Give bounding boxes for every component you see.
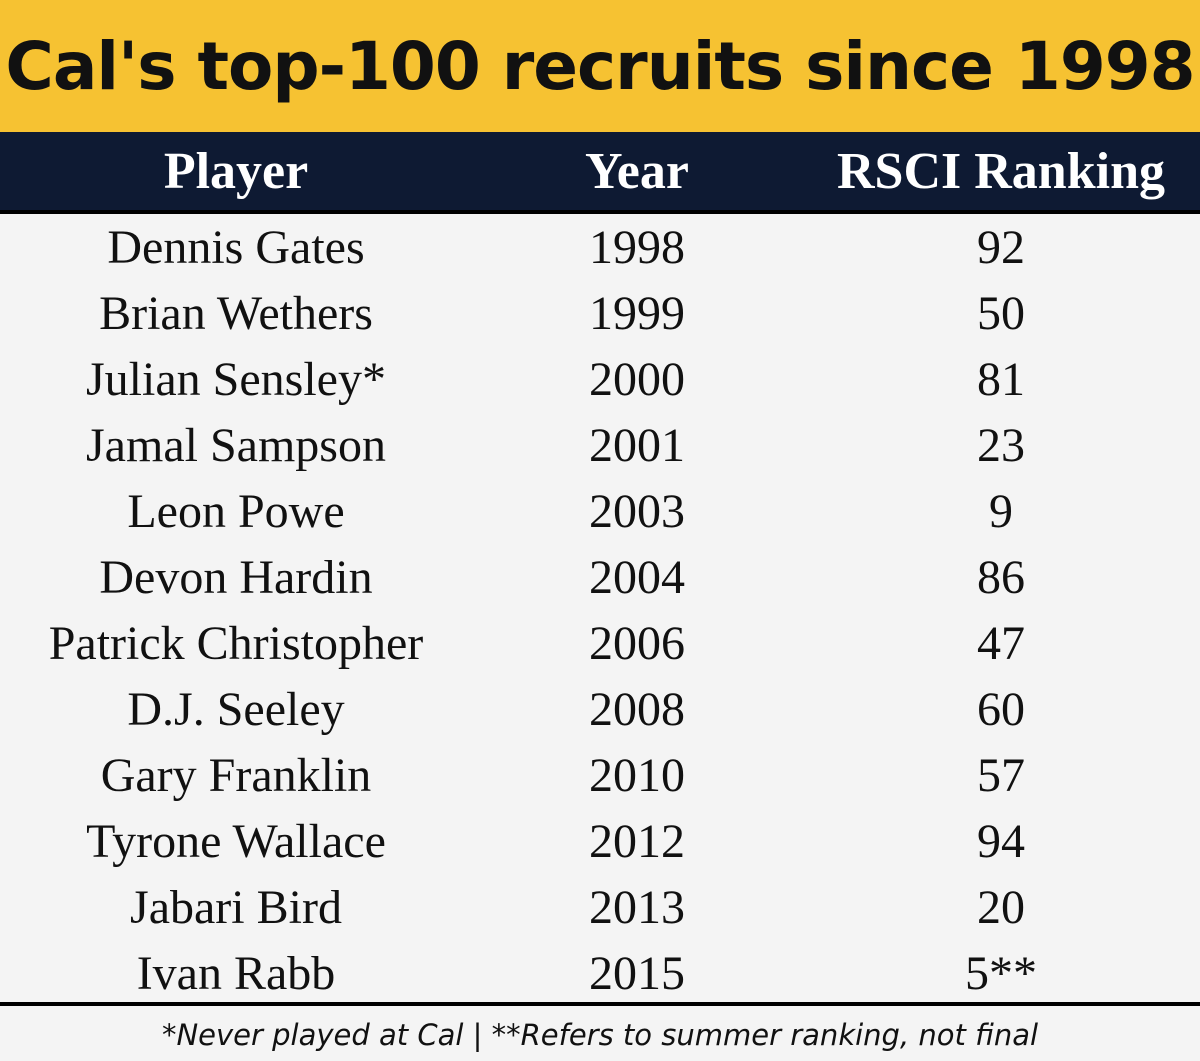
cell-year: 2004 (589, 550, 685, 604)
cell-rsci-ranking: 81 (977, 352, 1025, 406)
cell-player: D.J. Seeley (127, 682, 345, 736)
cell-year: 1998 (589, 220, 685, 274)
column-header-year: Year (585, 142, 689, 200)
cell-player: Patrick Christopher (48, 616, 424, 670)
cell-year: 2000 (589, 352, 685, 406)
cell-rsci-ranking: 23 (977, 418, 1025, 472)
cell-player: Ivan Rabb (136, 946, 336, 1000)
table-row: D.J. Seeley 2008 60 (0, 676, 1200, 742)
cell-year: 2015 (589, 946, 685, 1000)
cell-year: 2013 (589, 880, 685, 934)
table-row: Dennis Gates 1998 92 (0, 214, 1200, 280)
cell-player: Leon Powe (127, 484, 345, 538)
cell-rsci-ranking: 94 (977, 814, 1025, 868)
cell-player: Brian Wethers (99, 286, 373, 340)
table-row: Patrick Christopher 2006 47 (0, 610, 1200, 676)
table-row: Leon Powe 2003 9 (0, 478, 1200, 544)
bottom-divider (0, 1002, 1200, 1006)
cell-rsci-ranking: 20 (977, 880, 1025, 934)
cell-year: 2001 (589, 418, 685, 472)
cell-rsci-ranking: 47 (977, 616, 1025, 670)
table-row: Jabari Bird 2013 20 (0, 874, 1200, 940)
table-row: Ivan Rabb 2015 5** (0, 940, 1200, 1006)
cell-rsci-ranking: 57 (977, 748, 1025, 802)
column-header-player: Player (163, 142, 309, 200)
cell-year: 2006 (589, 616, 685, 670)
table-row: Tyrone Wallace 2012 94 (0, 808, 1200, 874)
table-row: Gary Franklin 2010 57 (0, 742, 1200, 808)
cell-player: Jabari Bird (130, 880, 342, 934)
cell-player: Tyrone Wallace (86, 814, 386, 868)
table-row: Devon Hardin 2004 86 (0, 544, 1200, 610)
title-bar: Cal's top-100 recruits since 1998 (0, 0, 1200, 132)
cell-player: Jamal Sampson (86, 418, 386, 472)
table-row: Julian Sensley* 2000 81 (0, 346, 1200, 412)
table-row: Jamal Sampson 2001 23 (0, 412, 1200, 478)
footnote: *Never played at Cal | **Refers to summe… (161, 1017, 1039, 1052)
cell-rsci-ranking: 86 (977, 550, 1025, 604)
cell-player: Devon Hardin (99, 550, 373, 604)
chart-title: Cal's top-100 recruits since 1998 (5, 27, 1195, 105)
cell-year: 2010 (589, 748, 685, 802)
column-header-rsci-ranking: RSCI Ranking (836, 142, 1166, 200)
table-header: Player Year RSCI Ranking (0, 132, 1200, 214)
table-row: Brian Wethers 1999 50 (0, 280, 1200, 346)
cell-year: 1999 (589, 286, 685, 340)
cell-rsci-ranking: 5** (965, 946, 1037, 1000)
cell-rsci-ranking: 9 (989, 484, 1013, 538)
cell-year: 2012 (589, 814, 685, 868)
table-body: Dennis Gates 1998 92 Brian Wethers 1999 50 Jul… (0, 214, 1200, 1004)
cell-year: 2008 (589, 682, 685, 736)
cell-rsci-ranking: 60 (977, 682, 1025, 736)
cell-player: Gary Franklin (100, 748, 372, 802)
cell-player: Julian Sensley* (86, 352, 386, 406)
cell-year: 2003 (589, 484, 685, 538)
cell-rsci-ranking: 92 (977, 220, 1025, 274)
cell-rsci-ranking: 50 (977, 286, 1025, 340)
cell-player: Dennis Gates (107, 220, 365, 274)
